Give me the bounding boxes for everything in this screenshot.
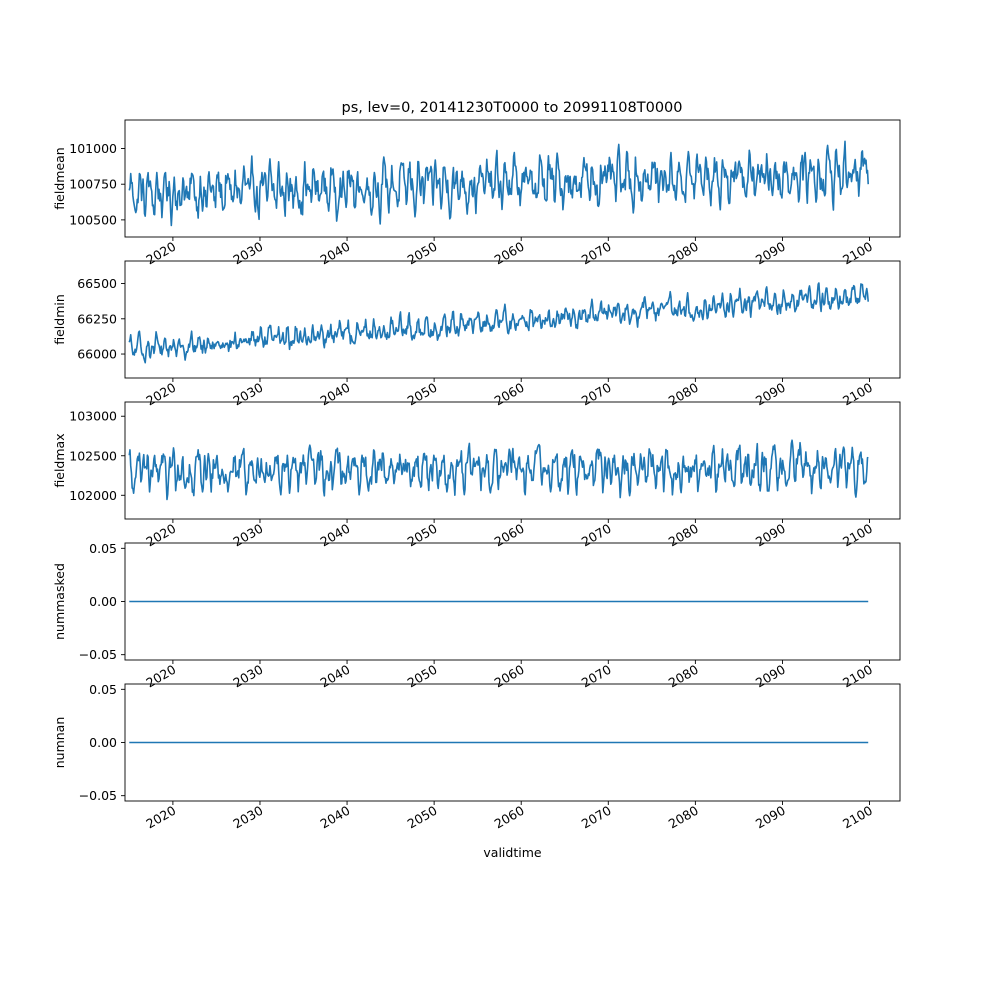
y-tick-label: 0.00 [89,594,117,609]
x-axis-label: validtime [483,845,541,860]
y-axis-label: fieldmax [52,433,67,487]
y-tick-label: 101000 [69,141,117,156]
axes-frame [124,260,901,379]
y-tick-label: 66500 [77,276,117,291]
y-tick-label: 103000 [69,409,117,424]
y-axis-label: numnan [52,717,67,769]
series-line-fieldmax [128,439,869,501]
series-line-fieldmin [128,282,870,364]
y-tick-label: 66000 [77,347,117,362]
y-tick-label: 0.05 [89,682,117,697]
y-tick-label: 102000 [69,488,117,503]
figure-title: ps, lev=0, 20141230T0000 to 20991108T000… [342,100,683,116]
y-tick-label: 0.00 [89,735,117,750]
axes-frame [124,401,901,520]
y-tick-label: 66250 [77,311,117,326]
y-tick-label: −0.05 [79,647,117,662]
y-axis-label: fieldmin [52,294,67,345]
axes-frame [124,119,901,238]
series-line-fieldmean [128,140,870,227]
y-tick-label: 0.05 [89,541,117,556]
y-tick-label: 100750 [69,177,117,192]
y-axis-label: nummasked [52,563,67,640]
y-axis-label: fieldmean [52,147,67,209]
y-tick-label: 102500 [69,448,117,463]
y-tick-label: 100500 [69,212,117,227]
y-tick-label: −0.05 [79,788,117,803]
